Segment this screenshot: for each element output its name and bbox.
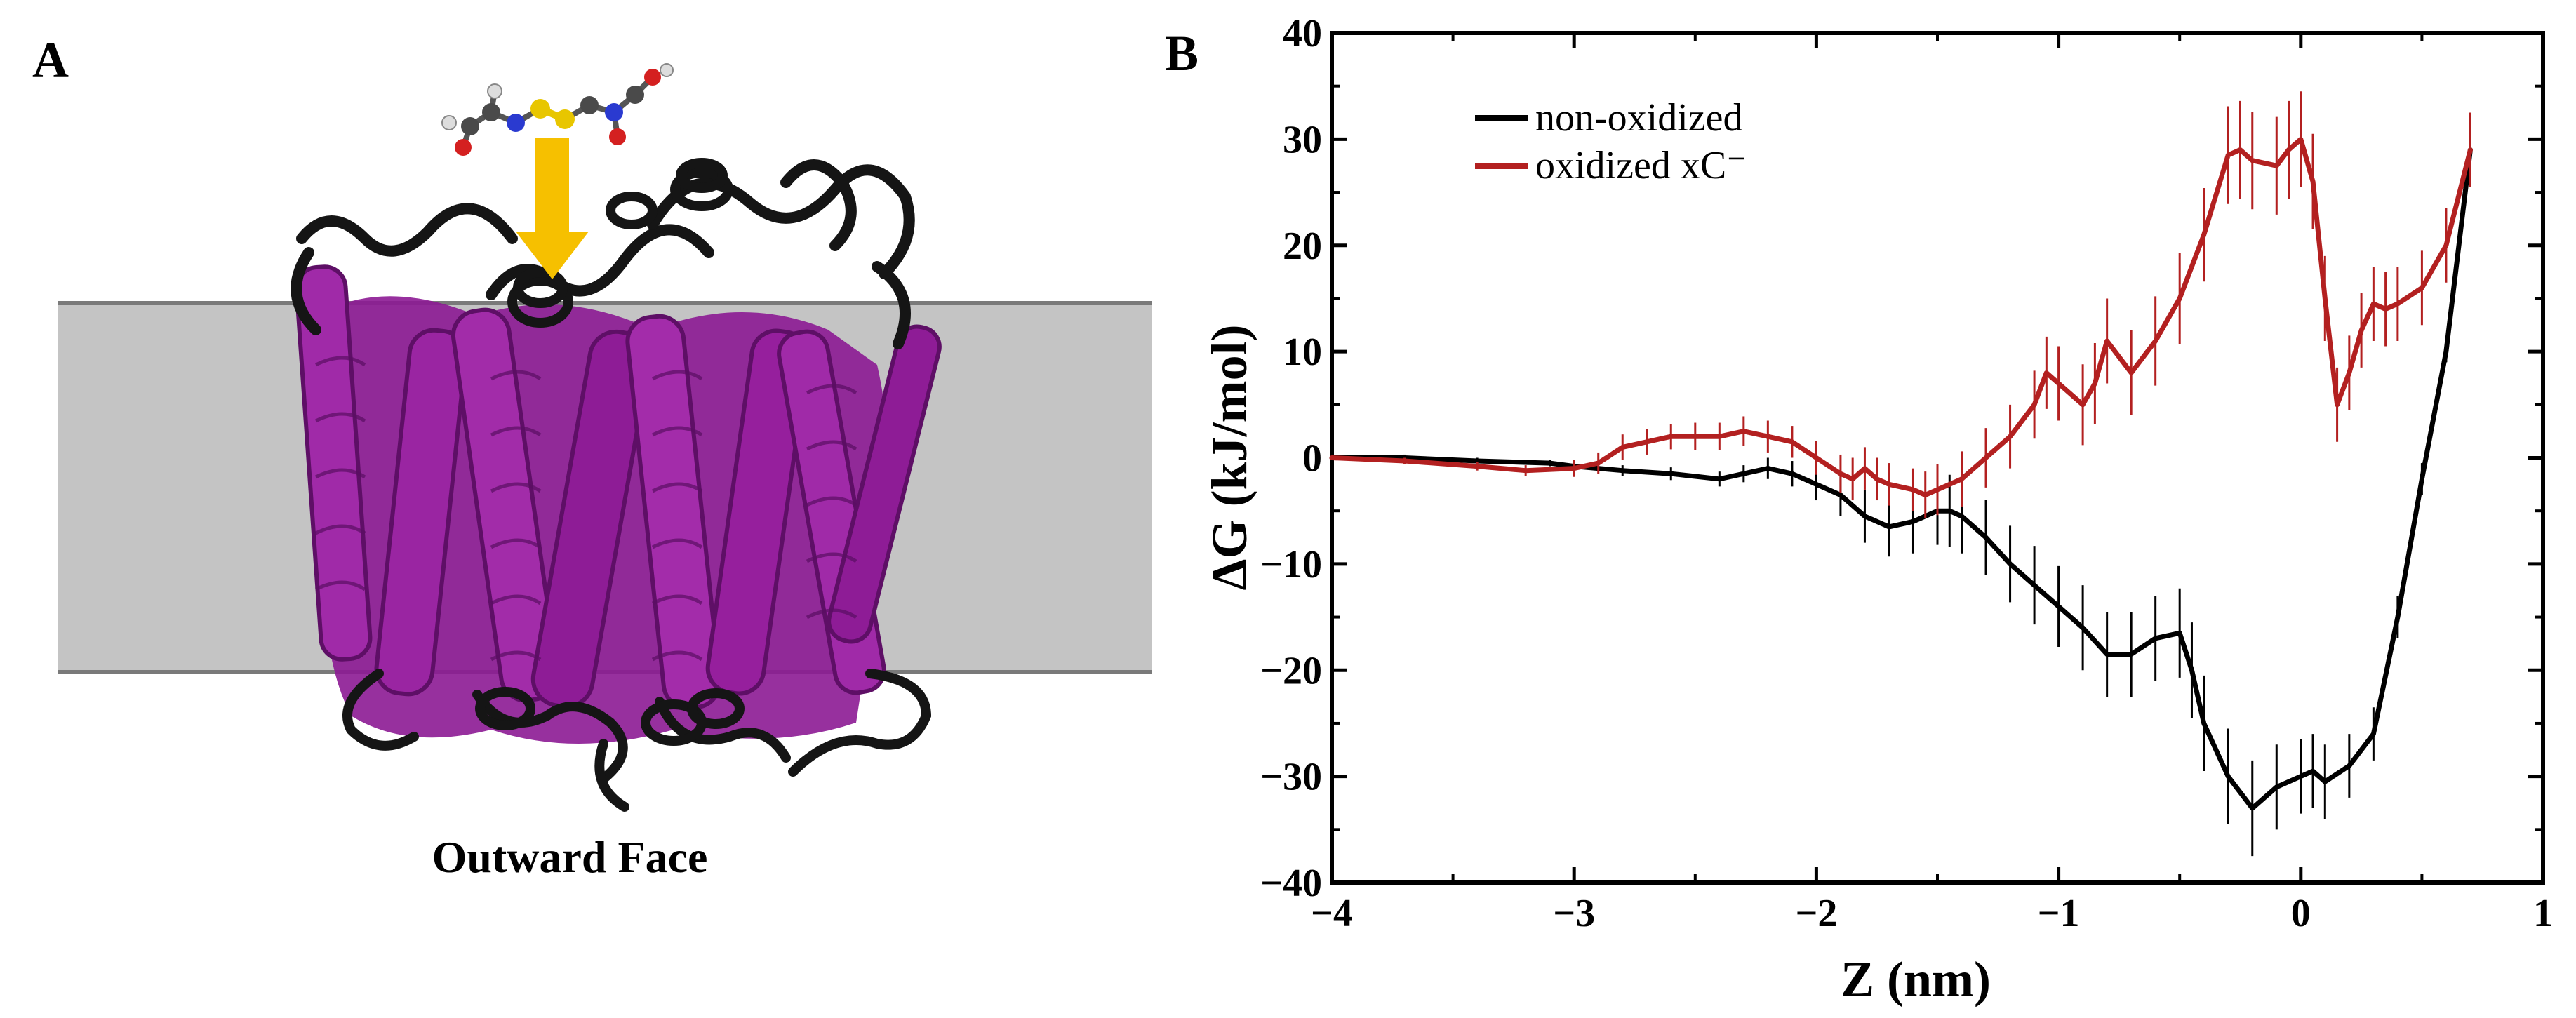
x-tick-label: −2 bbox=[1795, 892, 1837, 935]
x-tick-label: 0 bbox=[2291, 892, 2311, 935]
helix-2 bbox=[374, 328, 468, 697]
y-tick-label: 0 bbox=[1302, 437, 1322, 481]
helix-1 bbox=[294, 264, 373, 662]
y-tick-label: −20 bbox=[1260, 649, 1322, 692]
y-tick-label: 30 bbox=[1283, 118, 1322, 161]
x-tick-label: 1 bbox=[2533, 892, 2553, 935]
protein-cartoon bbox=[291, 158, 942, 812]
y-tick-label: 40 bbox=[1283, 12, 1322, 55]
series-layer bbox=[1329, 91, 2473, 857]
y-axis-label: ΔG (kJ/mol) bbox=[1201, 324, 1257, 590]
y-tick-label: −10 bbox=[1260, 543, 1322, 587]
y-tick-label: −30 bbox=[1260, 756, 1322, 799]
legend: non-oxidized oxidized xC⁻ bbox=[1475, 96, 1747, 187]
legend-label-non-oxidized: non-oxidized bbox=[1535, 96, 1742, 140]
y-tick-label: −40 bbox=[1260, 862, 1322, 905]
substrate-molecule bbox=[441, 63, 674, 156]
y-axis-ticks: −40 −30 −20 −10 0 10 20 30 40 bbox=[1260, 12, 2543, 905]
x-tick-label: −3 bbox=[1553, 892, 1595, 935]
series-line bbox=[1329, 147, 2473, 811]
helix-8 bbox=[827, 324, 942, 644]
panel-a-caption: Outward Face bbox=[432, 832, 708, 882]
y-tick-label: 20 bbox=[1283, 225, 1322, 268]
x-tick-label: −4 bbox=[1311, 892, 1353, 935]
protein-coils-bottom bbox=[475, 687, 745, 746]
protein-loops-bottom bbox=[342, 669, 932, 812]
series-line bbox=[1329, 136, 2473, 497]
series-non-oxidized bbox=[1329, 139, 2473, 857]
protein-coils-top bbox=[507, 158, 733, 328]
x-axis-label: Z (nm) bbox=[1841, 951, 1991, 1007]
y-tick-label: 10 bbox=[1283, 330, 1322, 374]
panel-b-letter: B bbox=[1165, 25, 1199, 81]
x-tick-label: −1 bbox=[2038, 892, 2080, 935]
panel-a-protein-figure: A bbox=[32, 32, 1152, 882]
panel-a-letter: A bbox=[32, 32, 69, 88]
series-oxidized bbox=[1329, 91, 2473, 518]
x-axis-ticks: −4 −3 −2 −1 0 1 bbox=[1311, 33, 2553, 935]
protein-helices bbox=[294, 264, 942, 711]
plot-frame bbox=[1330, 31, 2545, 885]
legend-label-oxidized: oxidized xC⁻ bbox=[1535, 144, 1747, 187]
helix-ribbon-stripes bbox=[314, 356, 857, 662]
insertion-arrow bbox=[516, 138, 589, 279]
